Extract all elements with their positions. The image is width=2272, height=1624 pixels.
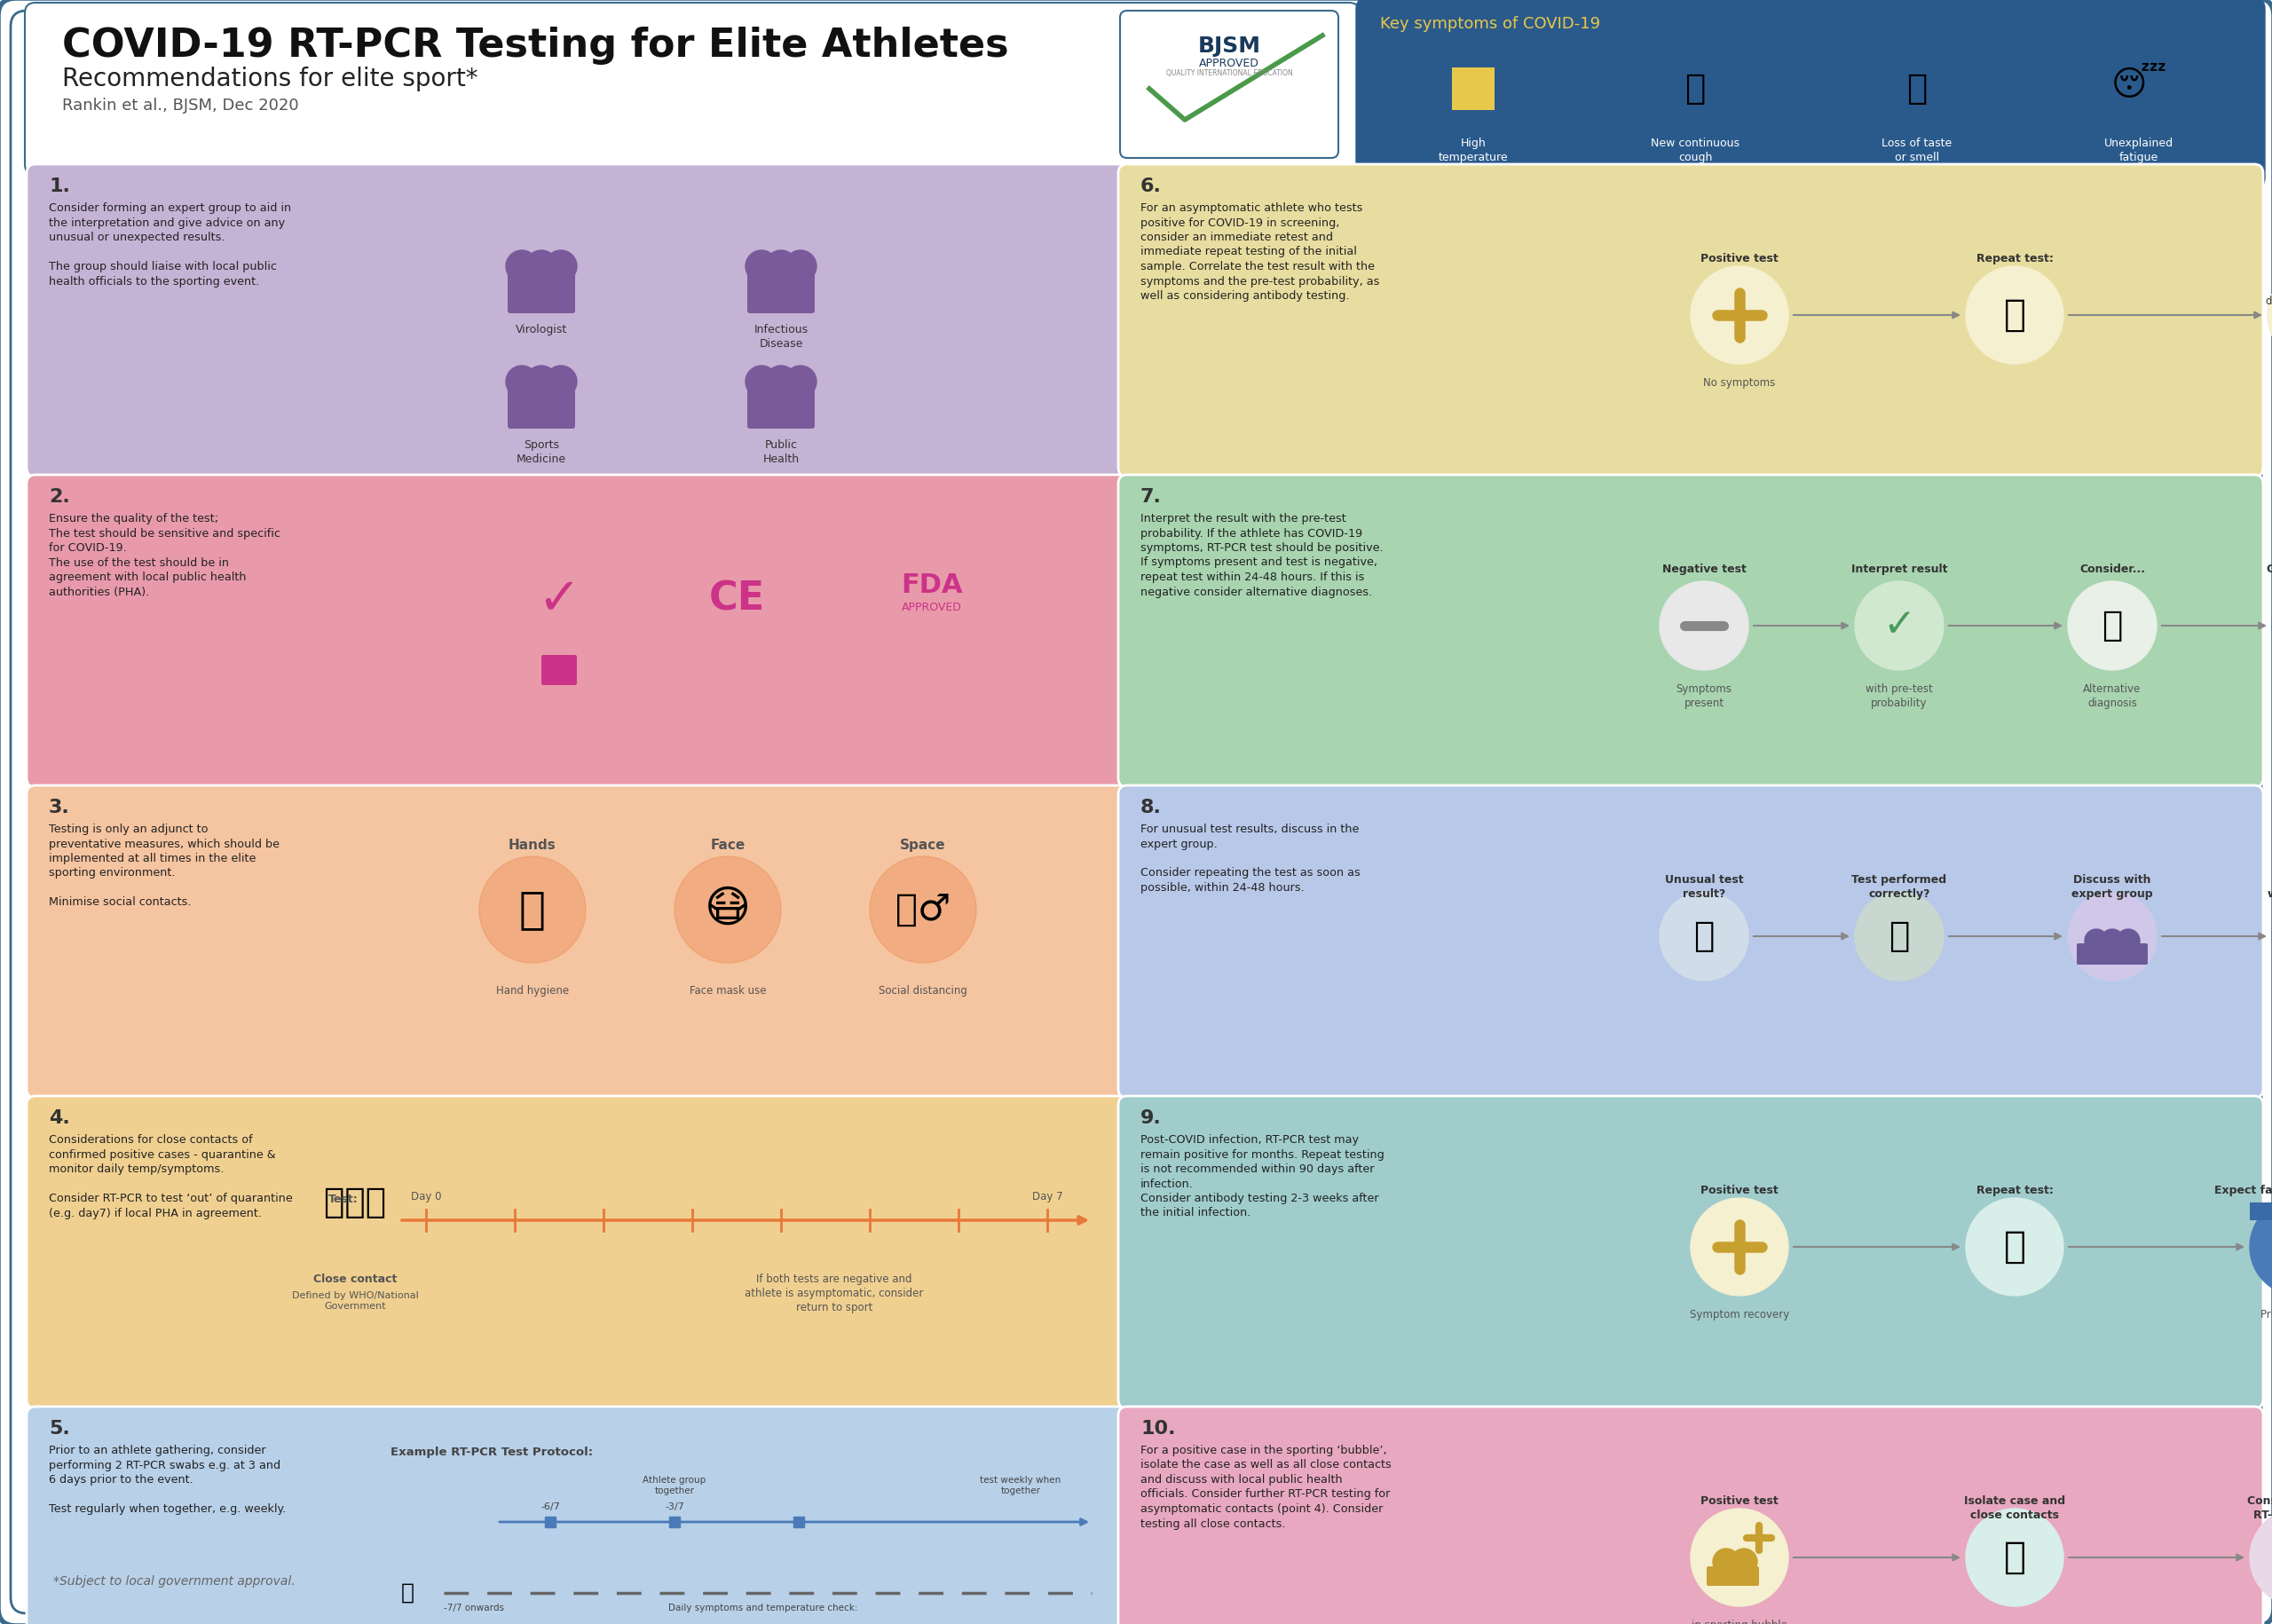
Circle shape	[1854, 892, 1943, 981]
FancyBboxPatch shape	[747, 273, 816, 313]
Circle shape	[2068, 892, 2156, 981]
Text: 8.: 8.	[1141, 799, 1161, 817]
Circle shape	[1659, 892, 1749, 981]
Circle shape	[1659, 581, 1749, 671]
Text: 2.: 2.	[48, 489, 70, 505]
Text: 🧍‍♂️: 🧍‍♂️	[895, 892, 950, 929]
Circle shape	[1965, 1199, 2063, 1296]
Circle shape	[1965, 266, 2063, 364]
FancyBboxPatch shape	[11, 11, 2261, 1613]
FancyBboxPatch shape	[27, 164, 1127, 476]
Circle shape	[1713, 1549, 1740, 1575]
Bar	[2249, 1202, 2272, 1220]
Circle shape	[2068, 581, 2156, 671]
Text: Social distancing: Social distancing	[879, 986, 968, 997]
Text: 4.: 4.	[48, 1109, 70, 1127]
Circle shape	[525, 365, 557, 398]
Text: Day 7: Day 7	[1031, 1190, 1063, 1202]
Circle shape	[1690, 1199, 1788, 1296]
FancyBboxPatch shape	[27, 786, 1127, 1098]
Circle shape	[507, 250, 538, 283]
Circle shape	[2118, 929, 2140, 952]
Text: 👅: 👅	[1906, 71, 1927, 106]
Circle shape	[766, 365, 797, 398]
Text: Consider forming an expert group to aid in
the interpretation and give advice on: Consider forming an expert group to aid …	[48, 203, 291, 287]
Text: Unexplained
fatigue: Unexplained fatigue	[2104, 138, 2174, 164]
Text: Symptom recovery: Symptom recovery	[1690, 1309, 1790, 1320]
Text: Test:: Test:	[329, 1194, 359, 1205]
Text: Isolate case and
close contacts: Isolate case and close contacts	[1963, 1496, 2065, 1522]
Circle shape	[745, 250, 777, 283]
Text: Repeat test
within 48 hours: Repeat test within 48 hours	[2267, 874, 2272, 900]
Text: Expect false positive result: Expect false positive result	[2213, 1186, 2272, 1197]
Text: High
temperature: High temperature	[1438, 138, 1509, 164]
Text: Virologist: Virologist	[516, 323, 568, 336]
Text: Athlete group
together: Athlete group together	[643, 1476, 707, 1496]
Text: -7/7 onwards: -7/7 onwards	[443, 1603, 504, 1613]
Text: Rankin et al., BJSM, Dec 2020: Rankin et al., BJSM, Dec 2020	[61, 97, 298, 114]
Text: CE: CE	[709, 580, 766, 619]
Text: APPROVED: APPROVED	[902, 603, 961, 614]
Text: Test performed
correctly?: Test performed correctly?	[1852, 874, 1947, 900]
Text: Public
Health: Public Health	[763, 438, 800, 464]
Text: 🌡: 🌡	[1463, 71, 1484, 106]
Text: ✓: ✓	[1883, 606, 1915, 645]
Circle shape	[1854, 581, 1943, 671]
Circle shape	[2086, 929, 2108, 952]
Text: BJSM: BJSM	[1197, 36, 1261, 57]
Circle shape	[675, 856, 782, 963]
Text: Alternative
diagnosis: Alternative diagnosis	[2083, 684, 2140, 710]
Text: 10.: 10.	[1141, 1419, 1175, 1437]
Text: For unusual test results, discuss in the
expert group.

Consider repeating the t: For unusual test results, discuss in the…	[1141, 823, 1361, 893]
Text: Defined by WHO/National
Government: Defined by WHO/National Government	[291, 1291, 418, 1311]
Text: 🤧: 🤧	[1686, 71, 1706, 106]
Circle shape	[479, 856, 586, 963]
Circle shape	[870, 856, 977, 963]
Circle shape	[1690, 1509, 1788, 1606]
Text: New continuous
cough: New continuous cough	[1652, 138, 1740, 164]
Text: with pre-test
probability: with pre-test probability	[1865, 684, 1933, 710]
FancyBboxPatch shape	[541, 654, 577, 685]
FancyBboxPatch shape	[1120, 11, 1338, 158]
Text: Negative test: Negative test	[1661, 564, 1747, 575]
Circle shape	[2102, 929, 2124, 952]
Text: Positive test: Positive test	[1699, 1186, 1779, 1197]
Text: test weekly when
together: test weekly when together	[979, 1476, 1061, 1496]
Text: in sporting bubble: in sporting bubble	[1693, 1619, 1788, 1624]
Text: Symptoms
present: Symptoms present	[1677, 684, 1731, 710]
Circle shape	[2249, 1199, 2272, 1296]
FancyBboxPatch shape	[1118, 786, 2263, 1098]
Text: APPROVED: APPROVED	[1200, 58, 1259, 70]
FancyBboxPatch shape	[1118, 1406, 2263, 1624]
Text: 9.: 9.	[1141, 1109, 1161, 1127]
Text: Testing is only an adjunct to
preventative measures, which should be
implemented: Testing is only an adjunct to preventati…	[48, 823, 279, 908]
Text: 😴: 😴	[2111, 67, 2167, 102]
Circle shape	[1690, 266, 1788, 364]
Circle shape	[2267, 266, 2272, 364]
FancyBboxPatch shape	[1118, 474, 2263, 788]
Circle shape	[745, 365, 777, 398]
FancyBboxPatch shape	[1118, 164, 2263, 476]
FancyBboxPatch shape	[2077, 944, 2147, 965]
Text: Consider further
RT-PCR testing: Consider further RT-PCR testing	[2247, 1496, 2272, 1522]
Text: Post-COVID infection, RT-PCR test may
remain positive for months. Repeat testing: Post-COVID infection, RT-PCR test may re…	[1141, 1134, 1384, 1220]
Text: 🏠: 🏠	[2004, 1540, 2027, 1575]
Text: 🌡️: 🌡️	[402, 1582, 416, 1603]
Text: QUALITY INTERNATIONAL EDUCATION: QUALITY INTERNATIONAL EDUCATION	[1166, 70, 1293, 78]
Text: -3/7: -3/7	[666, 1502, 684, 1512]
Text: 🔍: 🔍	[2102, 609, 2122, 643]
Text: For an asymptomatic athlete who tests
positive for COVID-19 in screening,
consid: For an asymptomatic athlete who tests po…	[1141, 203, 1379, 302]
Text: Prior to re-test: Prior to re-test	[2261, 1309, 2272, 1320]
Text: Positive test: Positive test	[1699, 1496, 1779, 1507]
Text: Recommendations for elite sport*: Recommendations for elite sport*	[61, 67, 477, 91]
Text: 👃: 👃	[2004, 297, 2027, 333]
Text: 1.: 1.	[48, 177, 70, 195]
Text: 🔬: 🔬	[1888, 919, 1911, 953]
Text: 😷: 😷	[704, 888, 750, 931]
Text: 👃: 👃	[2004, 1228, 2027, 1265]
Text: 5.: 5.	[48, 1419, 70, 1437]
Circle shape	[545, 250, 577, 283]
Text: Prior to an athlete gathering, consider
performing 2 RT-PCR swabs e.g. at 3 and
: Prior to an athlete gathering, consider …	[48, 1445, 286, 1515]
Text: Hand hygiene: Hand hygiene	[495, 986, 568, 997]
